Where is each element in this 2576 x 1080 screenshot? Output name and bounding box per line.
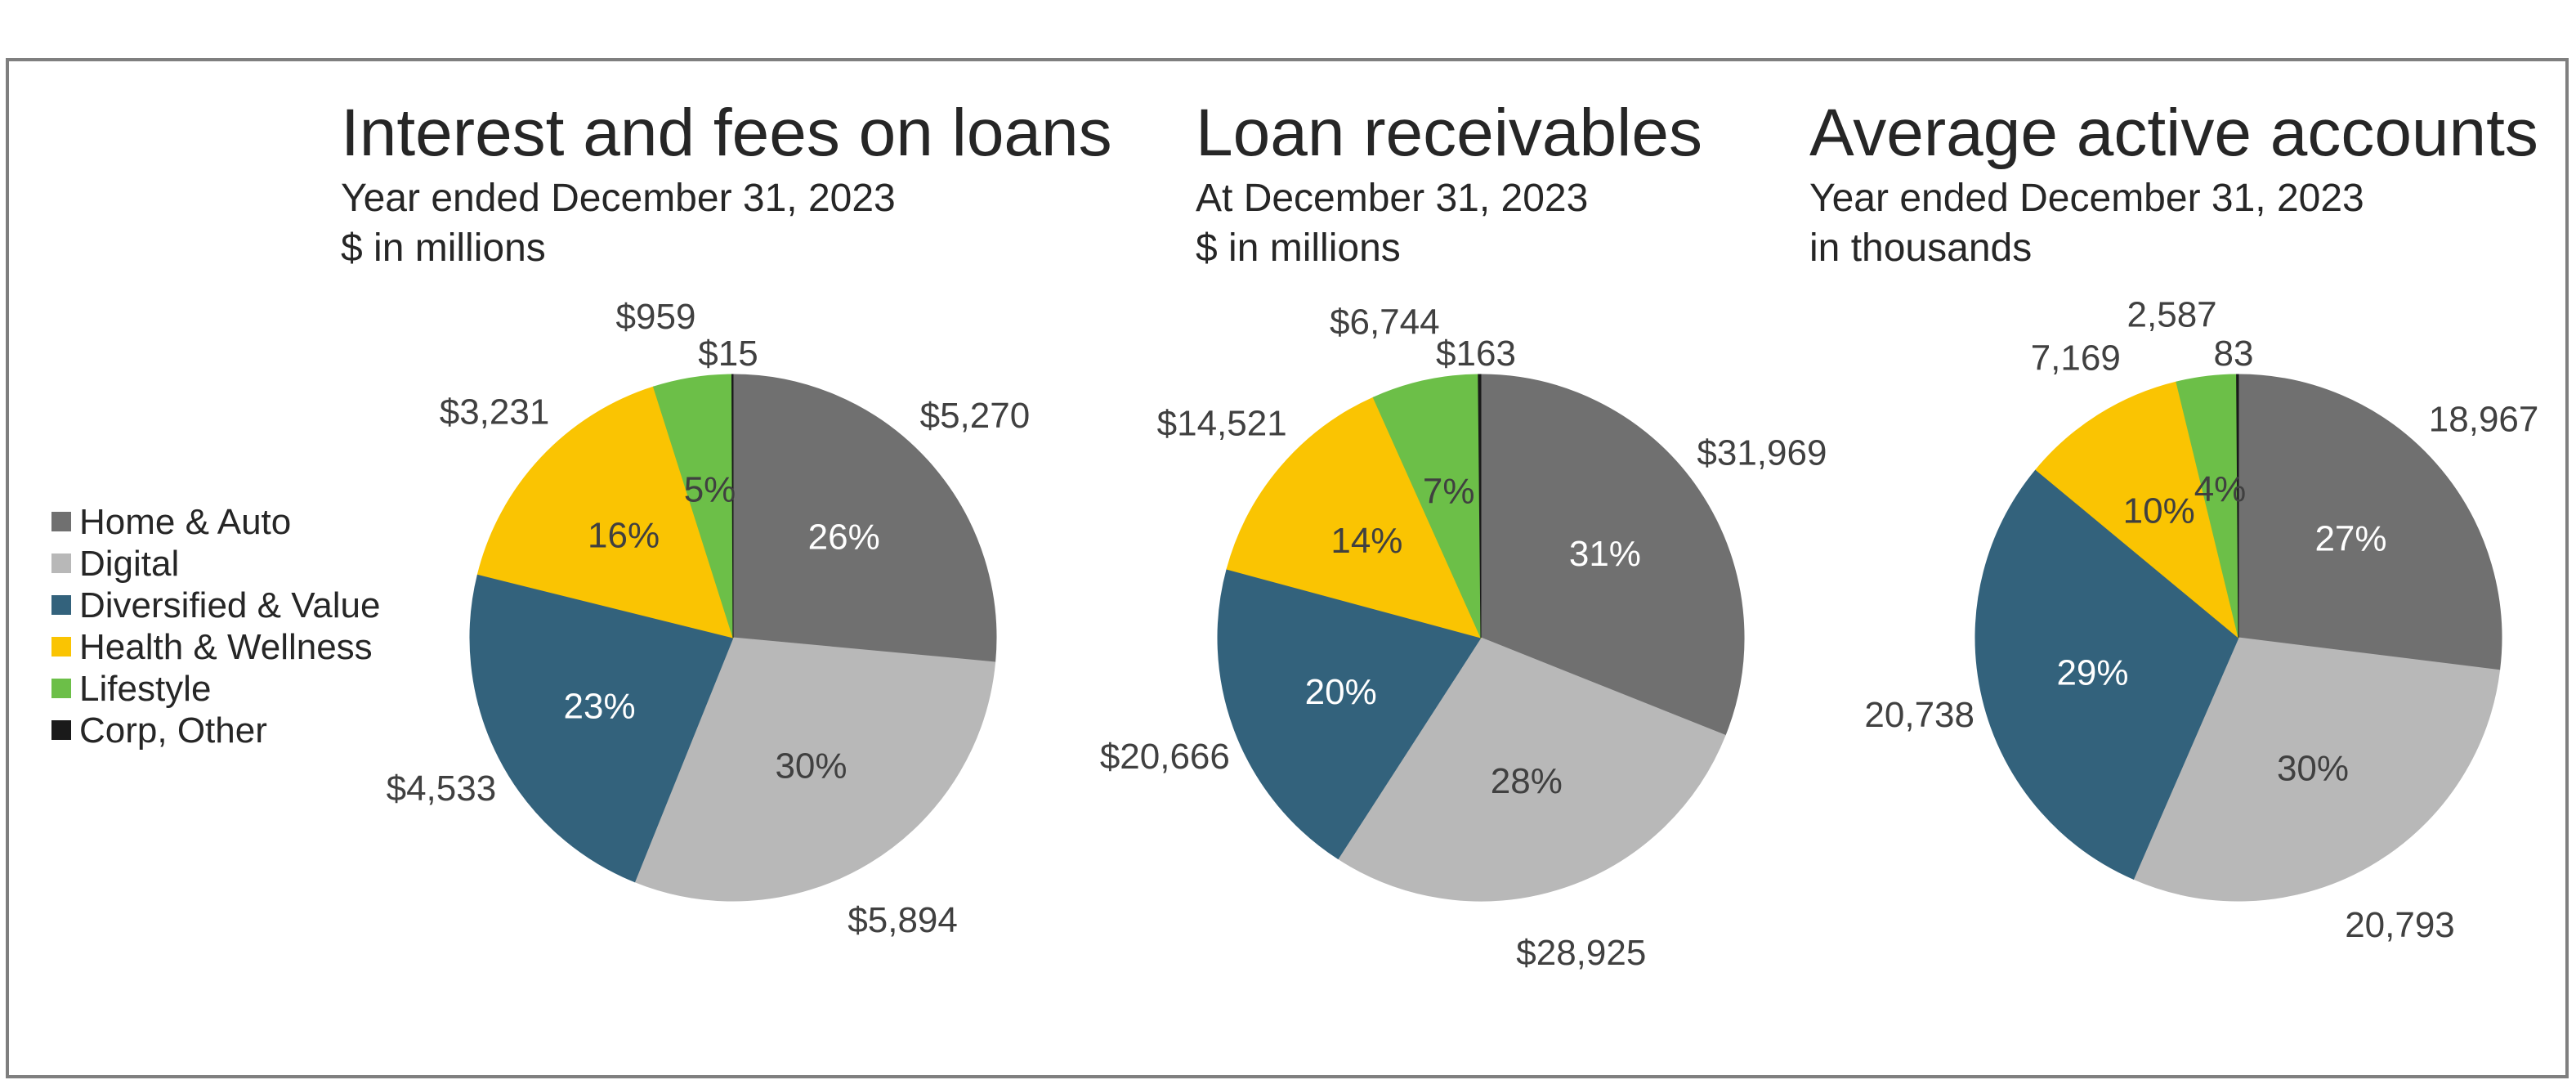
pie-3-slice-digital bbox=[2132, 637, 2501, 902]
legend-label-corp-other: Corp, Other bbox=[79, 710, 267, 751]
pie-1-percent-label-lifestyle: 5% bbox=[684, 470, 736, 510]
pie-2-percent-label-health-wellness: 14% bbox=[1330, 521, 1402, 561]
pie-2-slice-diversified-value bbox=[1217, 568, 1482, 860]
pie-2-percent-label-diversified-value: 20% bbox=[1305, 672, 1377, 712]
pie-3-value-label-health-wellness: 7,169 bbox=[2031, 338, 2121, 378]
legend-label-health-wellness: Health & Wellness bbox=[79, 627, 373, 667]
chart-3-title: Average active accounts bbox=[1809, 96, 2538, 170]
pie-chart-1: 26% 30% 23% 16% 5% $5,270 $5,894 $4,533 $3,231 $9… bbox=[387, 297, 1031, 940]
pie-3-value-label-diversified-value: 20,738 bbox=[1864, 695, 1974, 735]
legend-swatch-health-wellness bbox=[51, 637, 71, 657]
pie-2-value-label-corp-other: $163 bbox=[1436, 334, 1516, 374]
chart-1-subtitle-period: Year ended December 31, 2023 bbox=[341, 177, 896, 220]
pie-chart-2: 31% 28% 20% 14% 7% $31,969 $28,925 $20,666 $14,5… bbox=[1100, 302, 1827, 973]
pie-1-slice-digital bbox=[634, 637, 996, 902]
pie-1-value-label-home-auto: $5,270 bbox=[920, 396, 1031, 436]
pie-3-slice-health-wellness bbox=[2035, 381, 2239, 639]
pie-2-percent-label-home-auto: 31% bbox=[1569, 534, 1641, 574]
legend-swatch-digital bbox=[51, 553, 71, 573]
pie-1-value-label-health-wellness: $3,231 bbox=[440, 392, 550, 432]
pie-3-slice-corp-other bbox=[2236, 374, 2239, 639]
chart-3-subtitle-period: Year ended December 31, 2023 bbox=[1809, 177, 2364, 220]
legend-swatch-diversified-value bbox=[51, 595, 71, 615]
chart-1-title: Interest and fees on loans bbox=[341, 96, 1112, 170]
pie-3-percent-label-diversified-value: 29% bbox=[2056, 653, 2128, 693]
pie-3-slice-home-auto bbox=[2238, 374, 2502, 671]
legend-label-digital: Digital bbox=[79, 544, 179, 584]
pie-3-percent-label-lifestyle: 4% bbox=[2194, 469, 2247, 509]
pie-3-percent-label-digital: 30% bbox=[2277, 748, 2349, 788]
pie-2-percent-label-lifestyle: 7% bbox=[1423, 472, 1475, 512]
pie-2-value-label-diversified-value: $20,666 bbox=[1100, 737, 1230, 777]
pie-1-slice-health-wellness bbox=[476, 386, 734, 639]
pie-3-value-label-lifestyle: 2,587 bbox=[2127, 294, 2217, 334]
pie-2-value-label-lifestyle: $6,744 bbox=[1330, 302, 1440, 343]
chart-1-subtitle-units: $ in millions bbox=[341, 226, 546, 270]
legend-swatch-corp-other bbox=[51, 720, 71, 740]
pie-1-slice-diversified-value bbox=[469, 573, 734, 883]
pie-2-value-label-health-wellness: $14,521 bbox=[1157, 404, 1287, 444]
pie-3-value-label-corp-other: 83 bbox=[2214, 334, 2254, 374]
pie-2-slice-digital bbox=[1337, 637, 1726, 902]
chart-2-title: Loan receivables bbox=[1196, 96, 1702, 170]
pie-2-slice-home-auto bbox=[1480, 374, 1745, 736]
pie-1-slice-corp-other bbox=[731, 374, 734, 639]
pie-3-value-label-digital: 20,793 bbox=[2345, 905, 2455, 945]
pie-1-value-label-lifestyle: $959 bbox=[616, 297, 696, 337]
pie-1-slice-home-auto bbox=[732, 374, 997, 663]
pie-1-percent-label-home-auto: 26% bbox=[808, 517, 880, 557]
pie-3-slice-diversified-value bbox=[1974, 468, 2239, 880]
legend-label-home-auto: Home & Auto bbox=[79, 502, 291, 542]
chart-2-subtitle-period: At December 31, 2023 bbox=[1196, 177, 1588, 220]
pie-charts: 26% 30% 23% 16% 5% $5,270 $5,894 $4,533 $3,231 $9… bbox=[387, 294, 2539, 973]
legend-label-lifestyle: Lifestyle bbox=[79, 669, 211, 709]
pie-3-percent-label-home-auto: 27% bbox=[2314, 519, 2386, 559]
pie-2-slice-lifestyle bbox=[1372, 374, 1482, 639]
legend: Home & Auto Digital Diversified & Value … bbox=[51, 502, 380, 751]
pie-2-value-label-home-auto: $31,969 bbox=[1697, 432, 1827, 473]
pie-2-slice-corp-other bbox=[1478, 374, 1482, 639]
pie-1-percent-label-diversified-value: 23% bbox=[564, 687, 636, 727]
pie-1-value-label-diversified-value: $4,533 bbox=[387, 769, 497, 809]
legend-label-diversified-value: Diversified & Value bbox=[79, 585, 380, 625]
pie-1-percent-label-digital: 30% bbox=[775, 746, 847, 786]
pie-chart-3: 27% 30% 29% 10%4% 18,967 20,793 20,738 7,1692,5… bbox=[1864, 294, 2538, 945]
chart-3-subtitle-units: in thousands bbox=[1809, 226, 2032, 270]
pie-2-percent-label-digital: 28% bbox=[1491, 761, 1563, 801]
pie-1-percent-label-health-wellness: 16% bbox=[588, 516, 660, 556]
chart-2-subtitle-units: $ in millions bbox=[1196, 226, 1401, 270]
pie-1-value-label-corp-other: $15 bbox=[698, 334, 758, 374]
pie-2-slice-health-wellness bbox=[1226, 397, 1482, 639]
pie-2-value-label-digital: $28,925 bbox=[1516, 933, 1646, 973]
pie-3-percent-label-health-wellness: 10% bbox=[2123, 491, 2195, 531]
pie-1-value-label-digital: $5,894 bbox=[847, 900, 958, 940]
legend-swatch-lifestyle bbox=[51, 679, 71, 698]
legend-swatch-home-auto bbox=[51, 512, 71, 531]
pie-3-value-label-home-auto: 18,967 bbox=[2429, 400, 2539, 440]
